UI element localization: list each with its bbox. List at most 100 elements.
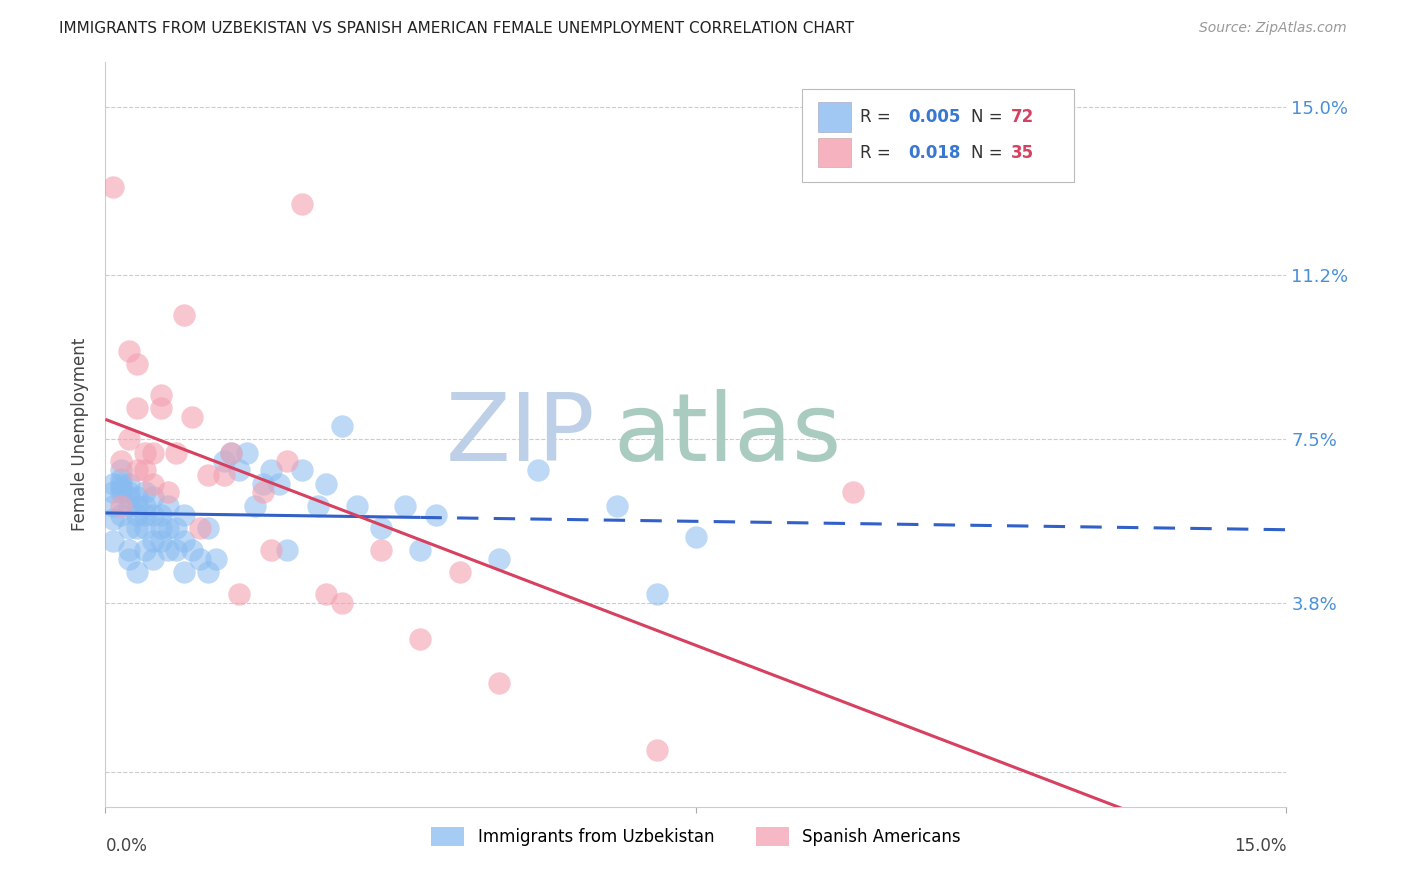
Point bbox=[197, 566, 219, 580]
Point bbox=[409, 632, 432, 646]
Point bbox=[685, 530, 707, 544]
Text: 0.005: 0.005 bbox=[908, 108, 960, 126]
Point bbox=[142, 508, 165, 522]
Point bbox=[118, 543, 141, 558]
Point bbox=[103, 534, 125, 549]
Point bbox=[173, 508, 195, 522]
Point bbox=[118, 485, 141, 500]
Point bbox=[204, 552, 226, 566]
Point bbox=[134, 521, 156, 535]
Point bbox=[118, 343, 141, 358]
Point bbox=[188, 552, 211, 566]
Point bbox=[221, 445, 243, 459]
Point bbox=[181, 543, 204, 558]
Point bbox=[125, 566, 148, 580]
Point bbox=[228, 587, 250, 601]
Point bbox=[173, 308, 195, 322]
FancyBboxPatch shape bbox=[818, 102, 851, 132]
Point bbox=[842, 485, 865, 500]
Point bbox=[118, 552, 141, 566]
Point bbox=[221, 445, 243, 459]
Point bbox=[125, 463, 148, 477]
Point bbox=[134, 508, 156, 522]
Point bbox=[125, 401, 148, 416]
Text: 35: 35 bbox=[1011, 144, 1035, 161]
Point bbox=[346, 499, 368, 513]
Text: Source: ZipAtlas.com: Source: ZipAtlas.com bbox=[1199, 21, 1347, 36]
FancyBboxPatch shape bbox=[803, 88, 1074, 182]
Point bbox=[212, 454, 235, 468]
Point bbox=[236, 445, 259, 459]
Point bbox=[527, 463, 550, 477]
Point bbox=[252, 476, 274, 491]
Point bbox=[110, 463, 132, 477]
Point bbox=[103, 499, 125, 513]
Point bbox=[645, 742, 668, 756]
Point bbox=[142, 552, 165, 566]
Point bbox=[276, 543, 298, 558]
Point bbox=[125, 490, 148, 504]
Point bbox=[118, 521, 141, 535]
Text: N =: N = bbox=[972, 108, 1008, 126]
Point bbox=[125, 508, 148, 522]
Point bbox=[394, 499, 416, 513]
Point bbox=[110, 485, 132, 500]
Point bbox=[157, 543, 180, 558]
Point bbox=[110, 454, 132, 468]
Point bbox=[645, 587, 668, 601]
FancyBboxPatch shape bbox=[818, 137, 851, 168]
Point bbox=[125, 521, 148, 535]
Text: ZIP: ZIP bbox=[446, 389, 596, 481]
Point bbox=[118, 432, 141, 446]
Point bbox=[291, 197, 314, 211]
Point bbox=[488, 552, 510, 566]
Text: 72: 72 bbox=[1011, 108, 1035, 126]
Point bbox=[197, 467, 219, 482]
Point bbox=[173, 534, 195, 549]
Point bbox=[125, 499, 148, 513]
Point bbox=[165, 445, 187, 459]
Point bbox=[291, 463, 314, 477]
Point bbox=[149, 388, 172, 402]
Point bbox=[197, 521, 219, 535]
Point bbox=[425, 508, 447, 522]
Point bbox=[110, 476, 132, 491]
Point bbox=[188, 521, 211, 535]
Point bbox=[134, 445, 156, 459]
Text: 15.0%: 15.0% bbox=[1234, 837, 1286, 855]
Point bbox=[252, 485, 274, 500]
Point bbox=[165, 543, 187, 558]
Point bbox=[149, 521, 172, 535]
Point bbox=[103, 179, 125, 194]
Point bbox=[157, 521, 180, 535]
Point bbox=[118, 490, 141, 504]
Text: R =: R = bbox=[860, 108, 896, 126]
Point bbox=[228, 463, 250, 477]
Point bbox=[315, 476, 337, 491]
Point bbox=[370, 543, 392, 558]
Text: atlas: atlas bbox=[613, 389, 842, 481]
Point bbox=[118, 476, 141, 491]
Point bbox=[307, 499, 329, 513]
Point bbox=[157, 499, 180, 513]
Point bbox=[110, 508, 132, 522]
Point bbox=[157, 485, 180, 500]
Point bbox=[110, 481, 132, 495]
Point bbox=[370, 521, 392, 535]
Point bbox=[118, 499, 141, 513]
Point bbox=[606, 499, 628, 513]
Point bbox=[260, 463, 283, 477]
Text: N =: N = bbox=[972, 144, 1008, 161]
Point bbox=[330, 419, 353, 434]
Y-axis label: Female Unemployment: Female Unemployment bbox=[72, 338, 90, 532]
Point bbox=[260, 543, 283, 558]
Point bbox=[330, 596, 353, 610]
Text: R =: R = bbox=[860, 144, 896, 161]
Point bbox=[449, 566, 471, 580]
Point bbox=[165, 521, 187, 535]
Point bbox=[149, 508, 172, 522]
Point bbox=[142, 476, 165, 491]
Point bbox=[103, 476, 125, 491]
Point bbox=[142, 490, 165, 504]
Text: IMMIGRANTS FROM UZBEKISTAN VS SPANISH AMERICAN FEMALE UNEMPLOYMENT CORRELATION C: IMMIGRANTS FROM UZBEKISTAN VS SPANISH AM… bbox=[59, 21, 855, 37]
